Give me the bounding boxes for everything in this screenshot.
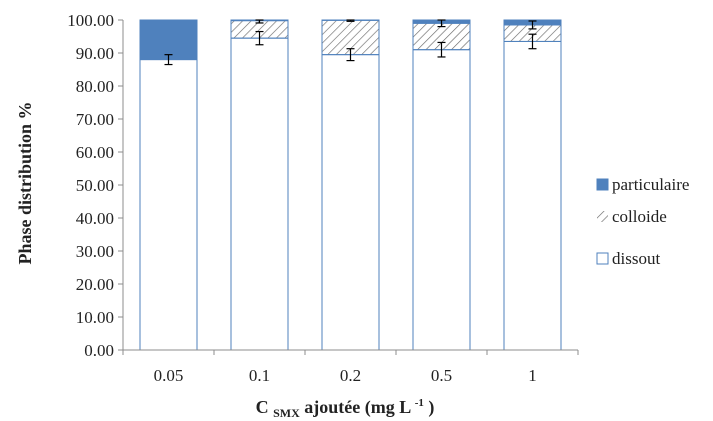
error-bar-dissout-0.5 bbox=[437, 41, 446, 58]
y-tick-label: 50.00 bbox=[76, 176, 114, 195]
y-tick-label: 60.00 bbox=[76, 143, 114, 162]
legend-item-dissout: dissout bbox=[596, 249, 660, 268]
error-bar-dissout-0.2 bbox=[346, 48, 355, 62]
x-axis-label-main: C bbox=[256, 397, 269, 417]
x-tick-label: 0.05 bbox=[154, 366, 184, 385]
y-tick-label: 20.00 bbox=[76, 275, 114, 294]
x-tick-label: 0.1 bbox=[249, 366, 270, 385]
x-tick-label: 1 bbox=[528, 366, 537, 385]
y-tick-label: 90.00 bbox=[76, 44, 114, 63]
error-bar-colloide-0.2 bbox=[346, 19, 355, 22]
legend-swatch-dissout bbox=[596, 252, 609, 265]
y-axis-ticks: 0.00 10.00 20.00 30.00 40.00 50.00 60.00 70.00 8… bbox=[67, 11, 123, 360]
legend-label-colloide: colloide bbox=[612, 207, 667, 226]
bar-dissout-0.5 bbox=[412, 49, 471, 351]
x-axis-label-sup: -1 bbox=[415, 397, 424, 409]
y-tick-label: 10.00 bbox=[76, 308, 114, 327]
legend-item-particulaire: particulaire bbox=[596, 175, 689, 194]
legend-item-colloide: colloide bbox=[597, 207, 667, 226]
error-bar-dissout-1 bbox=[528, 33, 537, 50]
y-tick-label: 80.00 bbox=[76, 77, 114, 96]
x-axis-label-rest: ajoutée (mg L bbox=[304, 397, 411, 418]
bar-dissout-0.05 bbox=[139, 59, 198, 351]
legend-swatch-colloide bbox=[597, 211, 608, 222]
y-tick-label: 40.00 bbox=[76, 209, 114, 228]
bar-dissout-0.2 bbox=[321, 54, 380, 351]
y-axis-label: Phase distribution % bbox=[15, 101, 35, 264]
y-tick-label: 70.00 bbox=[76, 110, 114, 129]
error-bar-colloide-1 bbox=[528, 20, 537, 30]
y-tick-label: 100.00 bbox=[67, 11, 114, 30]
x-axis-label: C SMX ajoutée (mg L -1 ) bbox=[256, 390, 435, 421]
legend: particulaire colloide dissout bbox=[596, 175, 689, 268]
error-bar-dissout-0.1 bbox=[255, 30, 264, 46]
error-bar-colloide-0.5 bbox=[437, 19, 446, 28]
y-tick-label: 0.00 bbox=[84, 341, 114, 360]
y-tick-label: 30.00 bbox=[76, 242, 114, 261]
error-bar-colloide-0.1 bbox=[255, 19, 264, 24]
legend-label-dissout: dissout bbox=[612, 249, 660, 268]
legend-swatch-particulaire bbox=[596, 178, 609, 191]
bar-dissout-0.1 bbox=[230, 37, 289, 351]
bar-dissout-1 bbox=[503, 40, 562, 351]
legend-label-particulaire: particulaire bbox=[612, 175, 689, 194]
x-axis-label-close: ) bbox=[428, 397, 434, 418]
bars-group bbox=[139, 19, 562, 351]
bar-particulaire-0.05 bbox=[139, 19, 198, 61]
x-axis-label-sub: SMX bbox=[273, 406, 300, 420]
x-tick-label: 0.5 bbox=[431, 366, 452, 385]
x-tick-label: 0.2 bbox=[340, 366, 361, 385]
error-bar-dissout-0.05 bbox=[164, 54, 173, 66]
error-bars-group bbox=[164, 19, 537, 66]
x-axis-ticks: 0.05 0.1 0.2 0.5 1 bbox=[122, 350, 579, 385]
